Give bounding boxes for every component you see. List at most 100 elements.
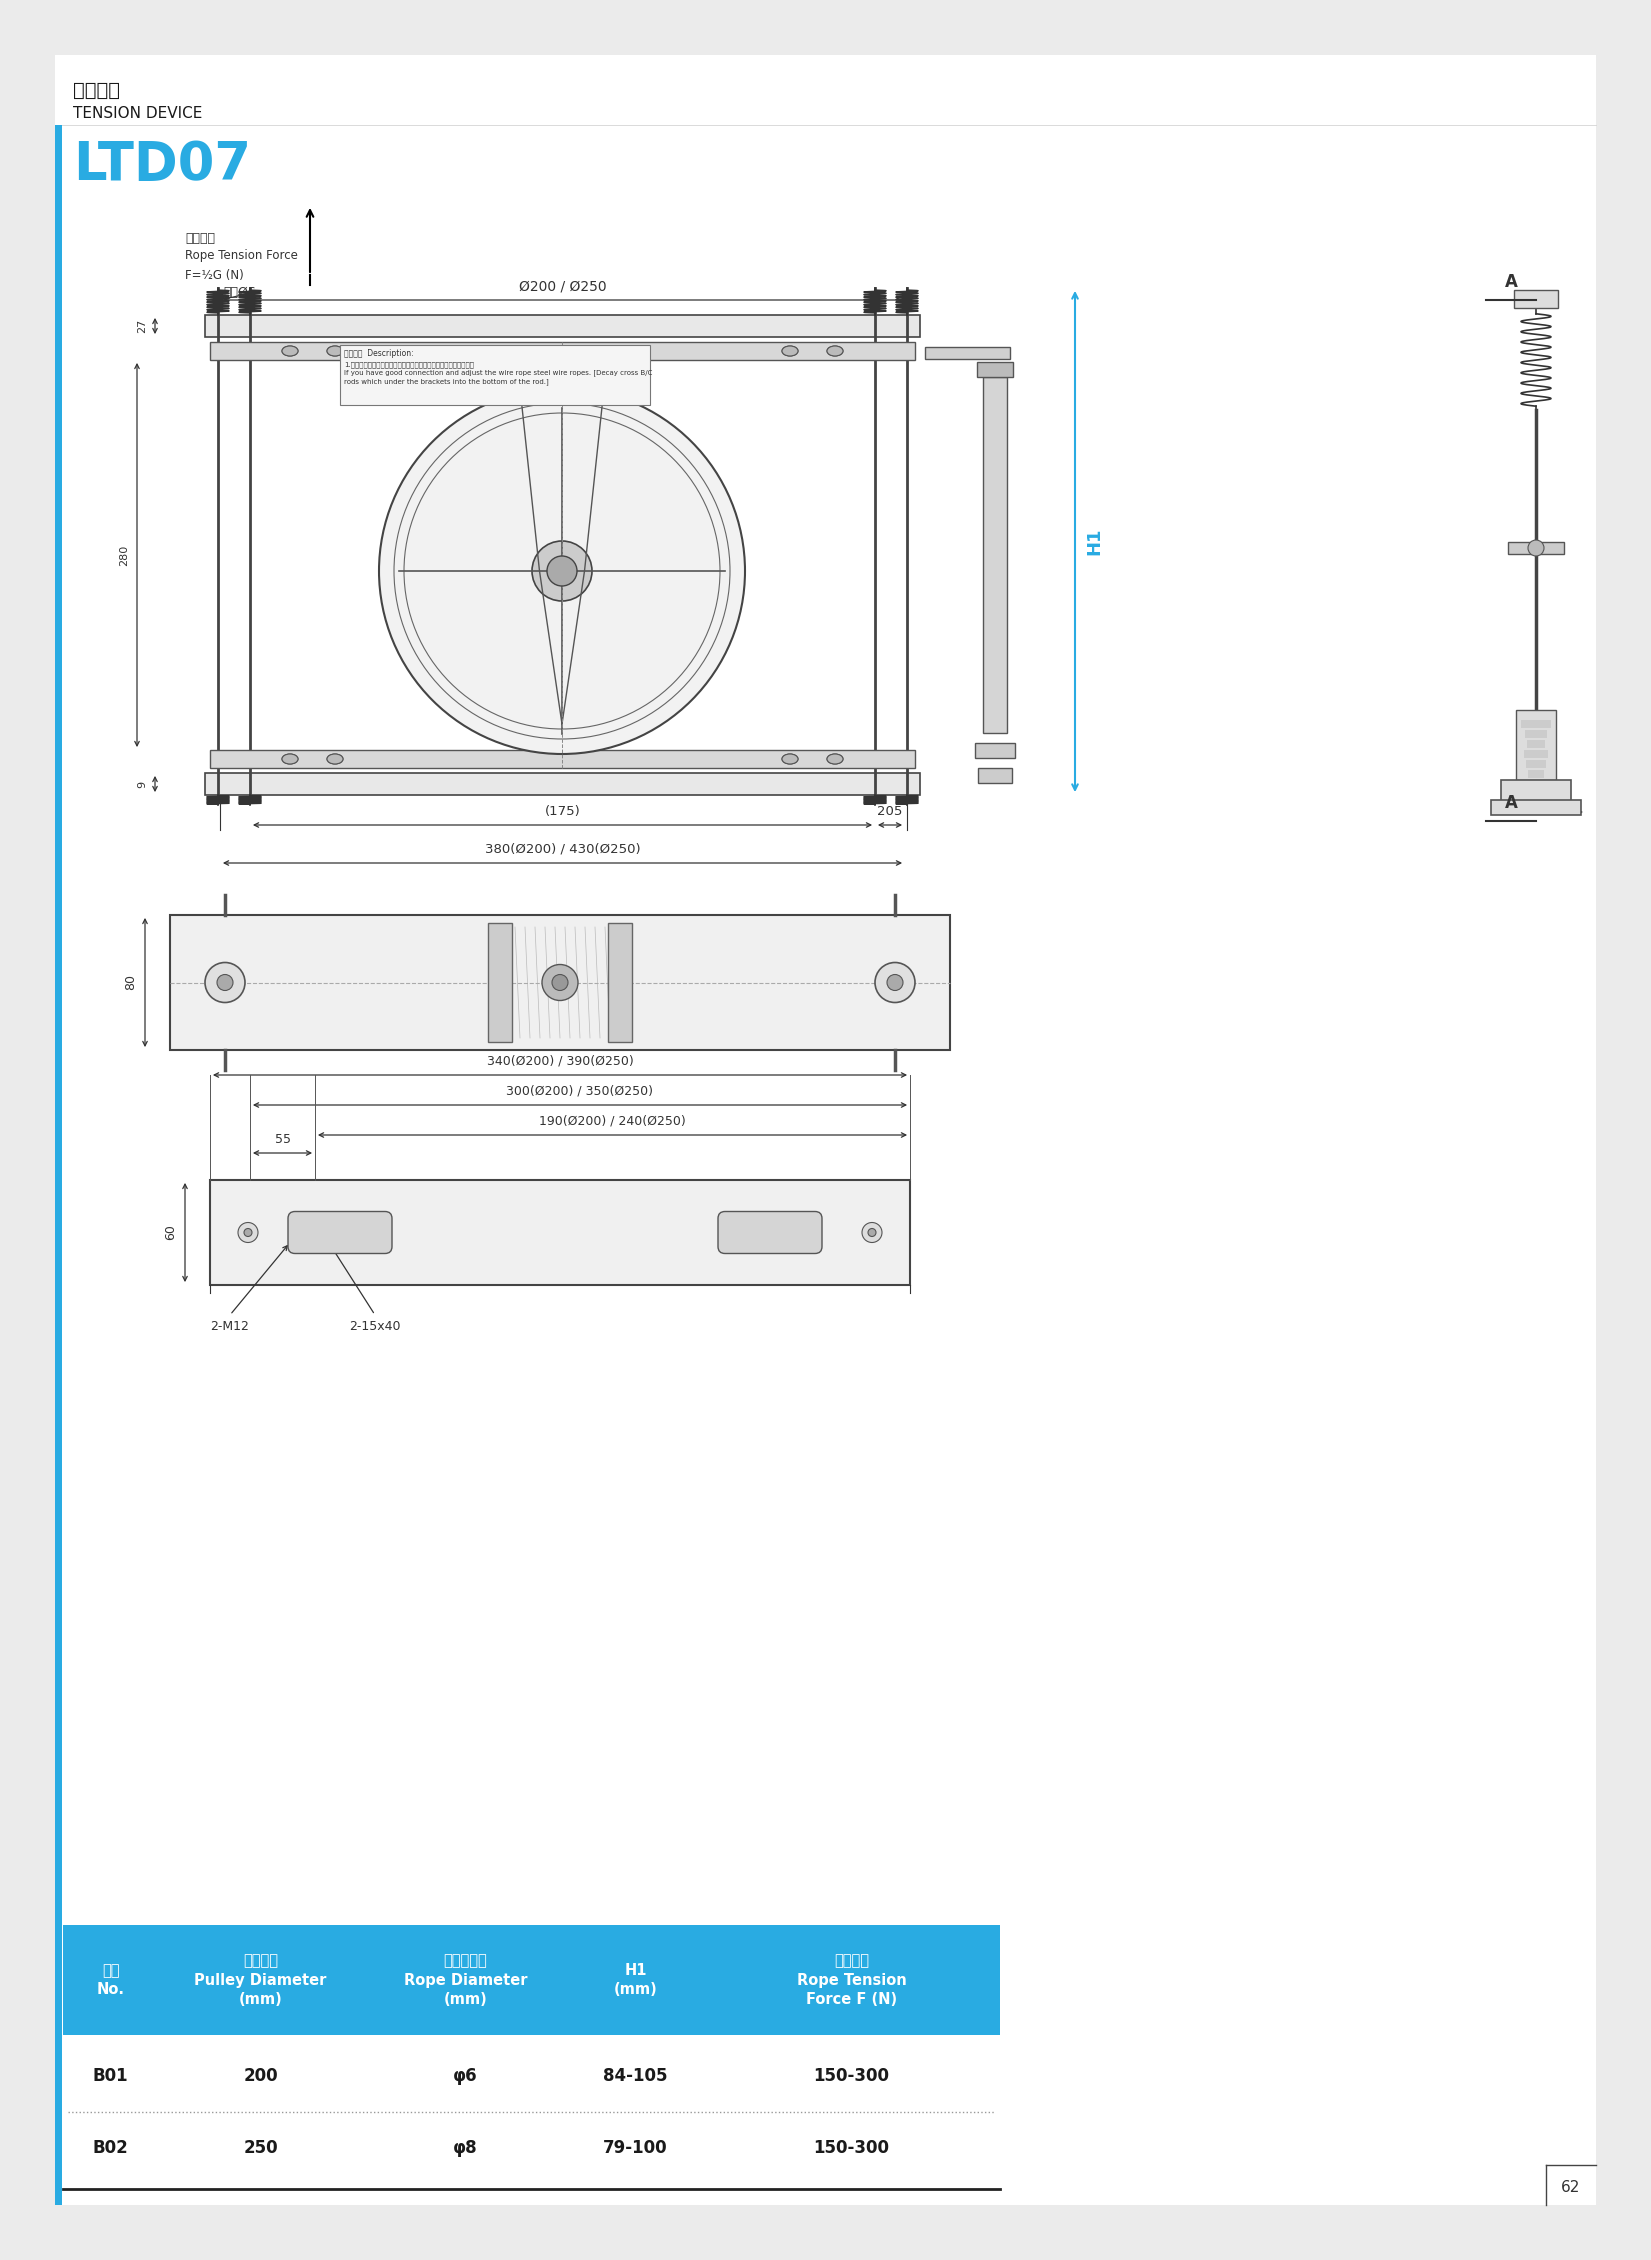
Text: 380(Ø200) / 430(Ø250): 380(Ø200) / 430(Ø250) — [485, 843, 641, 857]
Text: (175): (175) — [545, 805, 581, 818]
Ellipse shape — [327, 755, 343, 764]
Bar — [982, 377, 1007, 732]
Circle shape — [244, 1229, 253, 1236]
Text: Rope Tension Force: Rope Tension Force — [185, 249, 297, 262]
Ellipse shape — [827, 755, 844, 764]
Bar — [1526, 730, 1547, 739]
Circle shape — [238, 1223, 258, 1243]
Ellipse shape — [783, 755, 797, 764]
Text: 150-300: 150-300 — [814, 2138, 890, 2156]
Text: B01: B01 — [92, 2068, 129, 2086]
Bar — [205, 773, 920, 796]
Text: 序号
No.: 序号 No. — [96, 1964, 124, 1998]
Text: 280: 280 — [119, 545, 129, 565]
Bar — [489, 922, 512, 1042]
Text: 2-M12: 2-M12 — [211, 1320, 249, 1333]
Circle shape — [532, 540, 593, 601]
Circle shape — [551, 974, 568, 990]
Text: A: A — [1504, 793, 1517, 811]
Circle shape — [875, 963, 915, 1003]
Bar — [205, 314, 920, 337]
Bar — [1527, 739, 1545, 748]
FancyBboxPatch shape — [718, 1211, 822, 1254]
Circle shape — [542, 965, 578, 1001]
Text: 84-105: 84-105 — [603, 2068, 667, 2086]
Text: 79-100: 79-100 — [603, 2138, 667, 2156]
Text: 60: 60 — [163, 1225, 177, 1241]
Text: 27: 27 — [137, 319, 147, 332]
Bar — [170, 915, 949, 1051]
Bar — [1527, 771, 1544, 777]
Text: 340(Ø200) / 390(Ø250): 340(Ø200) / 390(Ø250) — [487, 1055, 634, 1069]
Text: 190(Ø200) / 240(Ø250): 190(Ø200) / 240(Ø250) — [540, 1114, 685, 1128]
Bar — [1516, 710, 1555, 780]
Text: 55: 55 — [274, 1132, 291, 1146]
Bar — [1526, 759, 1545, 768]
Circle shape — [1527, 540, 1544, 556]
Ellipse shape — [327, 346, 343, 357]
Text: 200: 200 — [243, 2068, 277, 2086]
Ellipse shape — [282, 755, 297, 764]
Bar — [63, 1926, 1001, 2034]
Ellipse shape — [783, 755, 797, 764]
Text: 9: 9 — [137, 780, 147, 786]
Bar — [1507, 542, 1563, 554]
Bar — [1521, 721, 1550, 728]
Text: 绳径Ø6: 绳径Ø6 — [223, 285, 256, 298]
Text: F=½G (N): F=½G (N) — [185, 269, 244, 282]
Text: 2-15x40: 2-15x40 — [350, 1320, 401, 1333]
Ellipse shape — [827, 346, 844, 357]
Bar — [1491, 800, 1582, 816]
Text: 250: 250 — [243, 2138, 277, 2156]
Text: H1: H1 — [1085, 529, 1103, 556]
Bar — [340, 346, 650, 405]
Circle shape — [205, 963, 244, 1003]
Text: TENSION DEVICE: TENSION DEVICE — [73, 106, 203, 120]
Circle shape — [380, 389, 745, 755]
FancyBboxPatch shape — [287, 1211, 391, 1254]
Circle shape — [887, 974, 903, 990]
Bar — [977, 768, 1012, 782]
Text: B02: B02 — [92, 2138, 129, 2156]
Text: φ6: φ6 — [452, 2068, 477, 2086]
Text: LTD07: LTD07 — [73, 140, 251, 192]
Ellipse shape — [327, 755, 343, 764]
Text: 62: 62 — [1562, 2179, 1580, 2194]
Ellipse shape — [783, 346, 797, 357]
Circle shape — [862, 1223, 882, 1243]
Text: Ø200 / Ø250: Ø200 / Ø250 — [518, 278, 606, 294]
Text: 150-300: 150-300 — [814, 2068, 890, 2086]
Text: 1.安装前请确认缊轮直径。如绳轮备有良好连接和调节钢丝绳中线。
If you have good connection and adjust the wire : 1.安装前请确认缊轮直径。如绳轮备有良好连接和调节钢丝绳中线。 If you h… — [343, 362, 652, 384]
Ellipse shape — [282, 755, 297, 764]
Text: A: A — [1504, 273, 1517, 292]
Text: 绳轮直径
Pulley Diameter
(mm): 绳轮直径 Pulley Diameter (mm) — [195, 1953, 327, 2007]
Circle shape — [216, 974, 233, 990]
Bar — [1524, 750, 1549, 757]
Text: 锤丝绳直径
Rope Diameter
(mm): 锤丝绳直径 Rope Diameter (mm) — [404, 1953, 527, 2007]
Ellipse shape — [827, 755, 844, 764]
Text: φ8: φ8 — [452, 2138, 477, 2156]
Text: H1
(mm): H1 (mm) — [614, 1964, 657, 1998]
Text: 绳张紧力
Rope Tension
Force F (N): 绳张紧力 Rope Tension Force F (N) — [797, 1953, 906, 2007]
Bar — [977, 362, 1014, 377]
Text: 80: 80 — [124, 974, 137, 990]
Text: 安装说明  Description:: 安装说明 Description: — [343, 348, 414, 357]
Ellipse shape — [327, 346, 343, 357]
Bar — [1514, 289, 1559, 307]
Text: 300(Ø200) / 350(Ø250): 300(Ø200) / 350(Ø250) — [507, 1085, 654, 1098]
Circle shape — [546, 556, 576, 585]
Ellipse shape — [282, 346, 297, 357]
Bar — [976, 744, 1015, 757]
Bar — [210, 341, 915, 359]
Circle shape — [868, 1229, 877, 1236]
Bar — [54, 124, 63, 2206]
Bar — [608, 922, 632, 1042]
Ellipse shape — [827, 346, 844, 357]
Bar — [1501, 780, 1572, 802]
Text: 205: 205 — [877, 805, 903, 818]
Bar — [925, 348, 1010, 359]
Ellipse shape — [783, 346, 797, 357]
Bar — [210, 750, 915, 768]
Text: 张紧装置: 张紧装置 — [73, 81, 121, 99]
Text: 绳张紧力: 绳张紧力 — [185, 231, 215, 244]
